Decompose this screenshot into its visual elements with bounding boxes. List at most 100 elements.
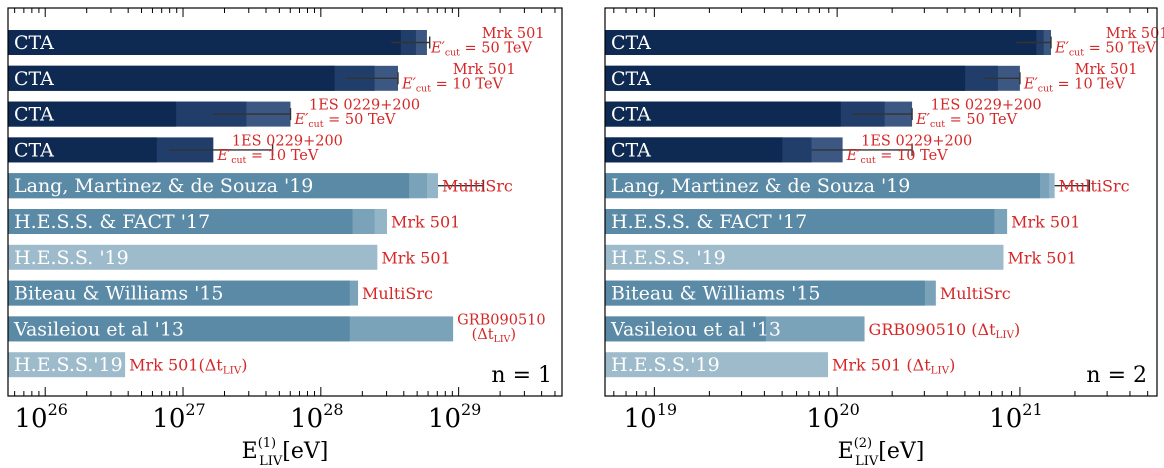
annotation-text: 1ES 0229+200 — [931, 98, 1042, 114]
annotation-subscript: LIV — [996, 329, 1015, 341]
bar-annotation: 1ES 0229+200 — [232, 133, 343, 149]
tick-label-base: 10 — [152, 404, 185, 434]
bar-annotation: 1ES 0229+200 — [931, 98, 1042, 114]
annotation-text: 1ES 0229+200 — [232, 133, 343, 149]
bar-segment — [605, 137, 783, 163]
tick-label: 1021 — [989, 400, 1042, 434]
tick-label-exponent: 26 — [48, 400, 68, 419]
bar-label: CTA — [611, 104, 651, 126]
annotation-symbol: E′ — [1023, 76, 1039, 92]
tick-label: 1019 — [624, 400, 677, 434]
annotation-text: (Δt — [472, 327, 494, 343]
bar-segment — [8, 316, 350, 342]
bar-annotation: E′cut = 50 TeV — [430, 41, 533, 59]
x-axis-label-superscript: (2) — [854, 436, 872, 451]
annotation-symbol: E′ — [430, 41, 446, 57]
bar-label: H.E.S.S. '19 — [14, 247, 129, 269]
bar-label: CTA — [611, 139, 651, 161]
annotation-text: = 50 TeV — [460, 41, 533, 57]
annotation-text: MultiSrc — [940, 284, 1011, 303]
annotation-subscript: LIV — [494, 334, 511, 345]
bar-label: CTA — [14, 68, 54, 90]
annotation-text: ) — [1014, 320, 1020, 339]
annotation-text: ) — [949, 356, 955, 375]
annotation-text: ) — [510, 327, 516, 343]
bar-annotation: Mrk 501 — [1007, 248, 1076, 267]
annotation-subscript: LIV — [931, 365, 950, 377]
bar-annotation: E′cut = 50 TeV — [915, 112, 1018, 130]
x-axis-label-subscript: LIV — [259, 454, 283, 468]
annotation-text: MultiSrc — [1059, 177, 1130, 196]
tick-label: 1020 — [806, 400, 859, 434]
bar-annotation: MultiSrc — [1059, 177, 1130, 196]
bar-label: Biteau & Williams '15 — [14, 283, 224, 305]
bar-annotation: E′cut = 50 TeV — [294, 112, 397, 130]
bar-label: CTA — [14, 32, 54, 54]
annotation-subscript: cut — [308, 119, 323, 130]
annotation-text: GRB090510 (Δt — [869, 320, 997, 339]
annotation-text: MultiSrc — [442, 177, 513, 196]
annotation-subscript: cut — [861, 155, 876, 166]
bar-segment — [8, 137, 157, 163]
annotation-text: = 10 TeV — [246, 148, 319, 164]
annotation-text: ) — [241, 356, 247, 375]
annotation-symbol: E′ — [846, 148, 862, 164]
x-axis-label-superscript: (1) — [258, 436, 276, 451]
tick-label-base: 10 — [624, 404, 657, 434]
tick-label-base: 10 — [428, 404, 461, 434]
bar-annotation: E′cut = 10 TeV — [846, 148, 949, 166]
tick-label-exponent: 20 — [839, 400, 859, 419]
bar-annotation: Mrk 501 — [482, 26, 545, 42]
bar-annotation: MultiSrc — [442, 177, 513, 196]
annotation-text: 1ES 0229+200 — [861, 133, 972, 149]
bar-annotation: Mrk 501 (ΔtLIV) — [832, 356, 955, 377]
x-axis-label-main: E — [242, 439, 258, 464]
bar-label: H.E.S.S. '19 — [611, 247, 726, 269]
annotation-subscript: cut — [1069, 48, 1084, 59]
annotation-text: = 50 TeV — [945, 112, 1018, 128]
annotation-text: GRB090510 — [457, 312, 546, 328]
bar-annotation: E′cut = 10 TeV — [216, 148, 319, 166]
bar-annotation: 1ES 0229+200 — [861, 133, 972, 149]
tick-label-base: 10 — [290, 404, 323, 434]
x-axis-label-unit: [eV] — [282, 439, 328, 464]
x-axis-label: E(2) LIV[eV] — [838, 436, 925, 468]
bar-label: CTA — [611, 32, 651, 54]
tick-label: 1026 — [14, 400, 67, 434]
x-axis-label-subscript: LIV — [855, 454, 879, 468]
annotation-text: MultiSrc — [362, 284, 433, 303]
tick-label-exponent: 28 — [323, 400, 343, 419]
x-axis-label-unit: [eV] — [878, 439, 924, 464]
annotation-symbol: E′ — [216, 148, 232, 164]
panel-label: n = 2 — [1086, 363, 1147, 388]
annotation-text: = 50 TeV — [1084, 41, 1157, 57]
bar-annotation: Mrk 501 — [1011, 213, 1080, 232]
bar-annotation: Mrk 501(ΔtLIV) — [129, 356, 247, 377]
annotation-symbol: E′ — [401, 76, 417, 92]
annotation-text: 1ES 0229+200 — [309, 98, 420, 114]
bar-label: CTA — [14, 139, 54, 161]
tick-label-exponent: 29 — [461, 400, 481, 419]
bar-segment — [8, 352, 126, 378]
annotation-text: = 50 TeV — [324, 112, 397, 128]
bar-annotation: E′cut = 50 TeV — [1054, 41, 1157, 59]
bar-label: CTA — [611, 68, 651, 90]
annotation-text: = 10 TeV — [876, 148, 949, 164]
bar-segment — [8, 101, 177, 127]
annotation-subscript: cut — [930, 119, 945, 130]
annotation-text: Mrk 501 — [1011, 213, 1080, 232]
annotation-text: Mrk 501 (Δt — [832, 356, 931, 375]
annotation-symbol: E′ — [915, 112, 931, 128]
bar-annotation: E′cut = 10 TeV — [401, 76, 504, 94]
bar-label: Vasileiou et al '13 — [13, 318, 184, 340]
bar-segment — [8, 173, 410, 199]
plot-frame — [604, 7, 1158, 397]
annotation-subscript: cut — [231, 155, 246, 166]
tick-label-base: 10 — [806, 404, 839, 434]
annotation-text: = 10 TeV — [431, 76, 504, 92]
bar-segment — [605, 65, 966, 91]
tick-label-exponent: 19 — [657, 400, 677, 419]
